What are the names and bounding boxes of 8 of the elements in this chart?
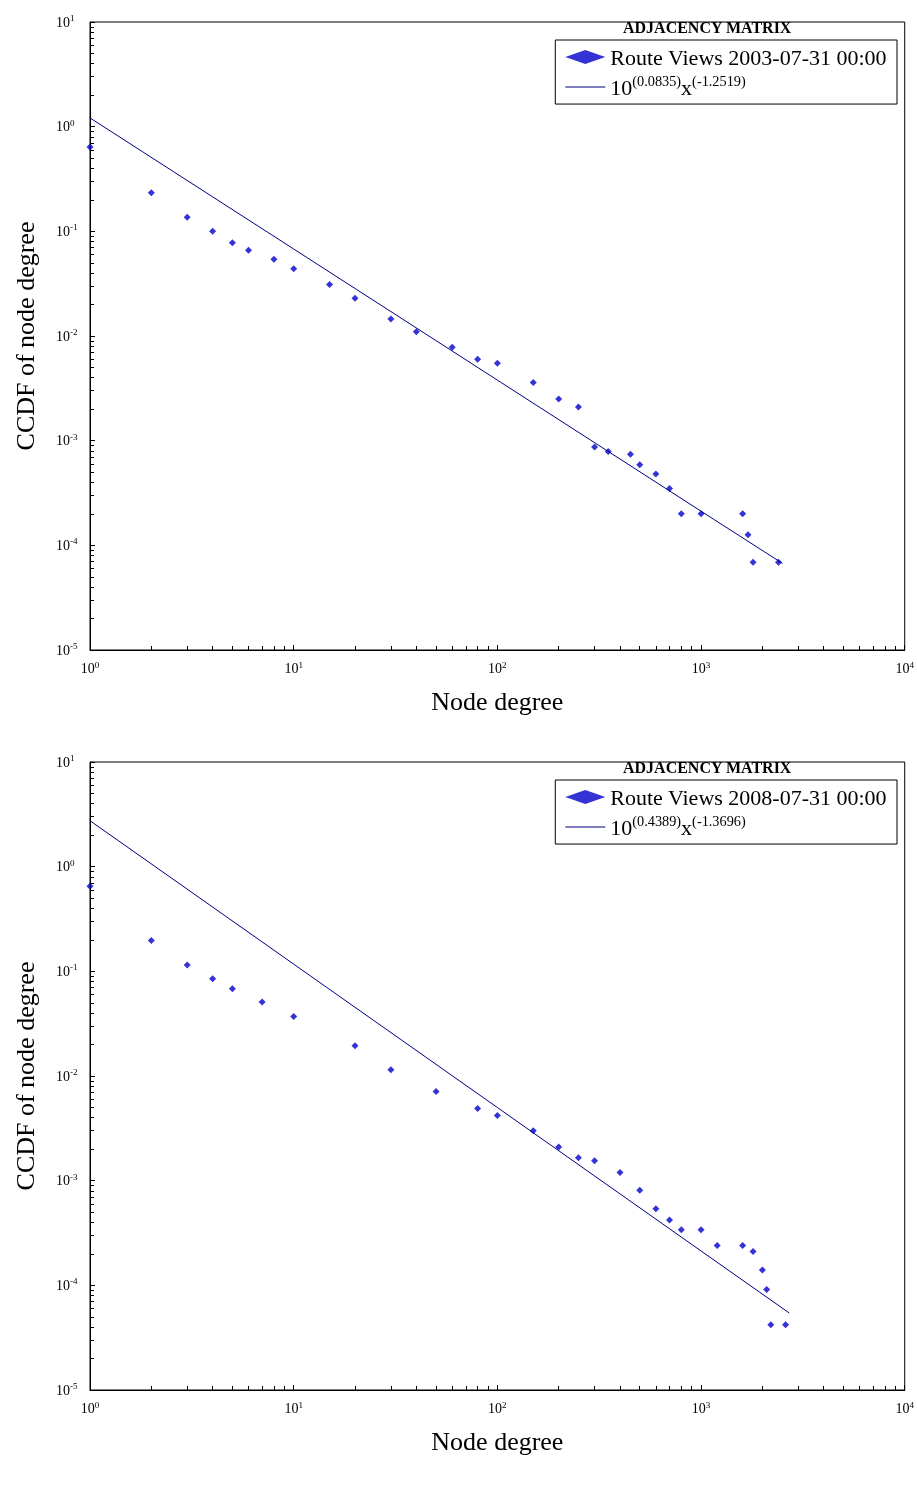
legend-title: ADJACENCY MATRIX (622, 18, 792, 36)
y-axis-title: CCDF of node degree (10, 961, 40, 1191)
y-axis-title: CCDF of node degree (10, 221, 40, 451)
legend-title: ADJACENCY MATRIX (622, 758, 792, 776)
x-axis-title: Node degree (431, 1426, 564, 1456)
legend-label: Route Views 2003-07-31 00:00 (610, 44, 887, 70)
legend-label: Route Views 2008-07-31 00:00 (610, 784, 887, 810)
x-axis-title: Node degree (431, 686, 564, 716)
